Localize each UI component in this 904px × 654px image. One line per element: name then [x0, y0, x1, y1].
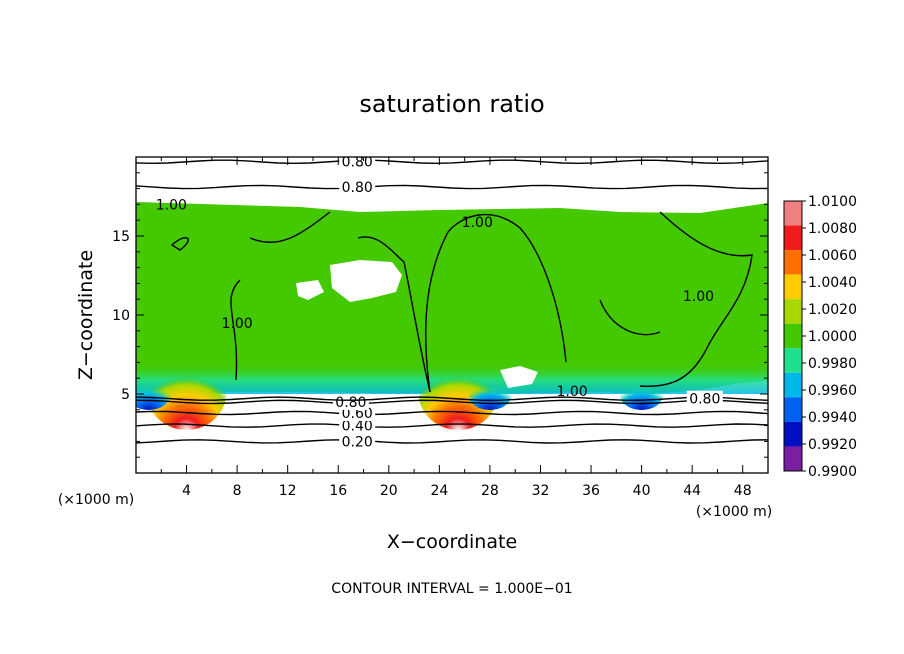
contour-line: [136, 159, 768, 165]
cold-spot: [136, 378, 171, 410]
colorbar-label: 1.0060: [808, 248, 857, 264]
colorbar-swatch: [784, 348, 802, 373]
dry-pockets: [296, 260, 538, 388]
contour-line: [136, 399, 768, 405]
cold-spot: [467, 378, 512, 410]
colorbar-label: 0.9900: [808, 464, 857, 480]
colorbar-swatch: [784, 250, 802, 275]
colorbar-swatch: [784, 372, 802, 398]
contour-label-bg: [686, 390, 723, 407]
contour-label: 1.00: [156, 197, 187, 213]
colorbar-swatch: [784, 421, 802, 447]
dry-pocket: [296, 280, 324, 300]
contour-line: [599, 299, 707, 387]
x-tick-label: 48: [734, 483, 752, 499]
cloud-field: [136, 202, 768, 394]
colorbar-label: 0.9920: [808, 437, 857, 453]
x-tick-label: 16: [329, 483, 347, 499]
contour-label: 1.00: [462, 215, 493, 231]
contour-line: [249, 211, 431, 393]
x-tick-label: 44: [683, 483, 701, 499]
contour-label: 1.00: [683, 289, 714, 305]
contour-label: 0.80: [342, 180, 373, 196]
cold-spot: [619, 378, 664, 410]
contour-line: [425, 213, 567, 393]
colorbar-label: 0.9980: [808, 356, 857, 372]
contour-label: 1.00: [556, 384, 587, 400]
colorbar-label: 1.0000: [808, 329, 857, 345]
colorbar: 1.0100 1.0080 1.0060 1.0040 1.0020 1.0000 0.99…: [783, 194, 857, 480]
contour-line: [170, 237, 241, 381]
colorbar-swatch: [784, 274, 802, 300]
contour-line: [136, 396, 768, 402]
colorbar-swatch: [784, 225, 802, 251]
plot-area: 0.200.400.600.80 0.800.800.801.001.001.00…: [136, 155, 768, 473]
contour-label: 0.80: [342, 155, 373, 171]
x-tick-label: 24: [430, 483, 448, 499]
colorbar-swatch: [784, 201, 802, 226]
colorbar-swatch: [784, 446, 802, 471]
colorbar-label: 0.9940: [808, 410, 857, 426]
dry-pocket: [330, 260, 402, 302]
contour-label-bg: [339, 417, 376, 434]
x-axis-unit-right: (×1000 m): [696, 504, 772, 520]
contour-line: [136, 439, 768, 444]
contour-label-bg: [339, 433, 376, 450]
x-tick-label: 32: [532, 483, 550, 499]
x-tick-label: 4: [182, 483, 191, 499]
contour-interval-note: CONTOUR INTERVAL = 1.000E−01: [331, 581, 572, 597]
x-tick-label: 12: [279, 483, 297, 499]
colorbar-label: 1.0020: [808, 302, 857, 318]
x-tick-label: 28: [481, 483, 499, 499]
contour-label: 0.80: [335, 395, 366, 411]
y-tick-label: 15: [112, 229, 130, 245]
x-tick-label: 36: [582, 483, 600, 499]
colorbar-label: 1.0100: [808, 194, 857, 210]
x-axis-label: X−coordinate: [387, 531, 517, 553]
cloud-contour-lines: [170, 211, 753, 393]
contour-line: [136, 423, 768, 428]
contour-label: 0.40: [342, 419, 373, 435]
contour-line: [136, 410, 768, 416]
contour-label-bg: [339, 157, 376, 170]
colorbar-label: 1.0080: [808, 221, 857, 237]
colorbar-swatch: [784, 397, 802, 422]
dry-pocket: [500, 366, 538, 388]
contour-label: 0.20: [342, 434, 373, 450]
x-tick-label: 40: [633, 483, 651, 499]
contour-label-bg: [332, 393, 369, 410]
y-tick-label: 10: [112, 308, 130, 324]
contour-label-bg: [339, 179, 376, 196]
chart-title: saturation ratio: [359, 90, 544, 118]
colorbar-swatch: [784, 323, 802, 349]
contour-label: 0.60: [342, 406, 373, 422]
colorbar-label: 0.9960: [808, 383, 857, 399]
x-tick-label: 8: [233, 483, 242, 499]
contour-line: [136, 184, 768, 190]
contour-line: [659, 211, 753, 351]
x-tick-label: 20: [380, 483, 398, 499]
contour-label: 1.00: [222, 316, 253, 332]
colorbar-label: 1.0040: [808, 275, 857, 291]
contour-label: 0.80: [689, 392, 720, 408]
y-tick-label: 5: [121, 387, 130, 403]
y-axis-label: Z−coordinate: [75, 250, 97, 380]
x-axis-unit-left: (×1000 m): [58, 492, 134, 508]
colorbar-swatch: [784, 299, 802, 324]
